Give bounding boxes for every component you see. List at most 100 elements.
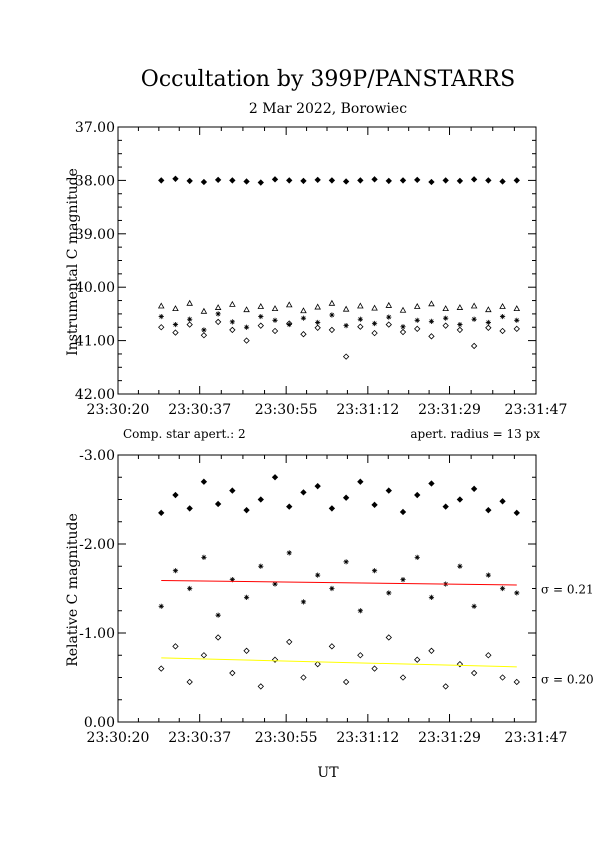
bottom-asterisk-point <box>201 554 207 560</box>
bottom-asterisk-point <box>258 563 264 569</box>
bottom-filled-diamond-point <box>342 494 350 501</box>
bottom-filled-diamond-point <box>456 496 464 503</box>
top-filled-diamond-point <box>414 176 421 184</box>
bottom-asterisk-point <box>457 563 463 569</box>
bottom-diamond-point <box>499 674 506 681</box>
top-triangle-point <box>328 299 336 306</box>
top-diamond-point <box>485 324 492 331</box>
bottom-asterisk-point <box>187 585 193 592</box>
bottom-filled-diamond-point <box>357 478 364 485</box>
top-filled-diamond-point <box>200 178 208 186</box>
bottom-asterisk-point <box>514 590 520 596</box>
bottom-filled-diamond-point <box>328 505 336 512</box>
sigma-label: σ = 0.20 <box>541 672 594 686</box>
bottom-filled-diamond-point <box>158 509 165 517</box>
bottom-diamond-point <box>200 652 208 659</box>
trend-line <box>161 657 517 668</box>
top-asterisk-point <box>300 315 307 321</box>
top-asterisk-point <box>357 316 363 322</box>
top-diamond-point <box>271 327 279 335</box>
x-tick-label: 23:31:47 <box>505 730 568 746</box>
top-triangle-point <box>499 303 506 309</box>
top-diamond-point <box>243 337 250 344</box>
top-asterisk-point <box>485 319 491 326</box>
top-diamond-point <box>371 329 378 337</box>
top-filled-diamond-point <box>158 177 165 184</box>
top-triangle-point <box>285 301 293 308</box>
bottom-filled-diamond-point <box>186 505 193 512</box>
bottom-diamond-point <box>229 669 236 677</box>
top-filled-diamond-point <box>342 178 350 185</box>
bottom-asterisk-point <box>400 577 406 583</box>
bottom-axis-ticks <box>117 454 537 723</box>
x-tick-label: 23:31:12 <box>336 402 399 418</box>
bottom-asterisk-point <box>272 581 278 587</box>
bottom-filled-diamond-point <box>229 487 236 494</box>
top-y-tick-labels: 37.00 38.00 39.00 40.00 41.00 42.00 <box>75 120 115 403</box>
top-asterisk-point <box>315 319 321 326</box>
bottom-asterisk-point <box>386 590 392 596</box>
top-asterisk-point <box>229 319 235 325</box>
chart-subtitle: 2 Mar 2022, Borowiec <box>249 101 407 117</box>
bottom-diamond-point <box>399 674 407 681</box>
bottom-diamond-point <box>257 683 264 690</box>
top-triangle-point <box>413 303 421 309</box>
top-triangle-point <box>271 305 279 312</box>
top-diamond-point <box>300 331 307 338</box>
bottom-asterisk-point <box>243 594 250 600</box>
top-filled-diamond-point <box>456 177 464 185</box>
bottom-asterisk-point <box>471 603 477 609</box>
bottom-diamond-point <box>300 674 307 681</box>
bottom-asterisk-point <box>357 608 363 614</box>
bottom-filled-diamond-point <box>414 491 421 499</box>
bottom-diamond-point <box>485 652 492 659</box>
top-filled-diamond-point <box>513 177 520 184</box>
top-filled-diamond-point <box>470 176 478 183</box>
bottom-diamond-point <box>158 665 165 672</box>
x-tick-label: 23:30:37 <box>168 730 231 746</box>
top-diamond-point <box>456 326 464 334</box>
top-asterisk-point <box>414 317 420 323</box>
top-triangle-point <box>257 303 265 309</box>
bottom-asterisk-point <box>485 572 491 578</box>
bottom-data-points <box>158 474 520 690</box>
top-asterisk-point <box>514 317 520 323</box>
x-tick-label: 23:30:20 <box>87 402 150 418</box>
bottom-diamond-point <box>371 665 378 672</box>
bottom-asterisk-point <box>371 568 378 574</box>
top-triangle-point <box>200 307 208 314</box>
bottom-filled-diamond-point <box>470 485 478 492</box>
top-diamond-point <box>314 324 321 331</box>
top-asterisk-point <box>386 314 392 320</box>
top-triangle-point <box>456 304 464 310</box>
top-diamond-point <box>214 318 222 326</box>
top-triangle-point <box>342 305 350 312</box>
top-diamond-point <box>200 332 208 339</box>
bottom-diamond-point <box>328 643 336 650</box>
top-diamond-point <box>357 323 364 330</box>
bottom-y-tick-labels: -3.00 -2.00 -1.00 0.00 <box>79 448 115 731</box>
bottom-filled-diamond-point <box>243 507 250 514</box>
y-tick-label: 37.00 <box>75 120 115 136</box>
bottom-filled-diamond-point <box>485 507 492 514</box>
x-tick-label: 23:31:12 <box>336 730 399 746</box>
top-diamond-point <box>399 328 407 336</box>
top-triangle-point <box>513 305 521 312</box>
top-asterisk-point <box>215 311 221 317</box>
top-filled-diamond-point <box>271 176 279 183</box>
top-diamond-point <box>428 333 435 340</box>
bottom-filled-diamond-point <box>214 500 222 508</box>
top-triangle-point <box>428 300 435 307</box>
top-asterisk-point <box>329 312 335 318</box>
bottom-diamond-point <box>342 678 350 686</box>
top-plot-frame <box>117 126 537 395</box>
bottom-diamond-point <box>214 634 222 641</box>
top-asterisk-point <box>201 327 207 333</box>
bottom-diamond-point <box>470 669 478 677</box>
bottom-filled-diamond-point <box>286 503 293 510</box>
bottom-asterisk-point <box>300 599 307 605</box>
top-filled-diamond-point <box>428 178 435 186</box>
top-y-axis-label: Instrumental C magnitude <box>65 168 81 356</box>
top-diamond-point <box>342 353 350 360</box>
